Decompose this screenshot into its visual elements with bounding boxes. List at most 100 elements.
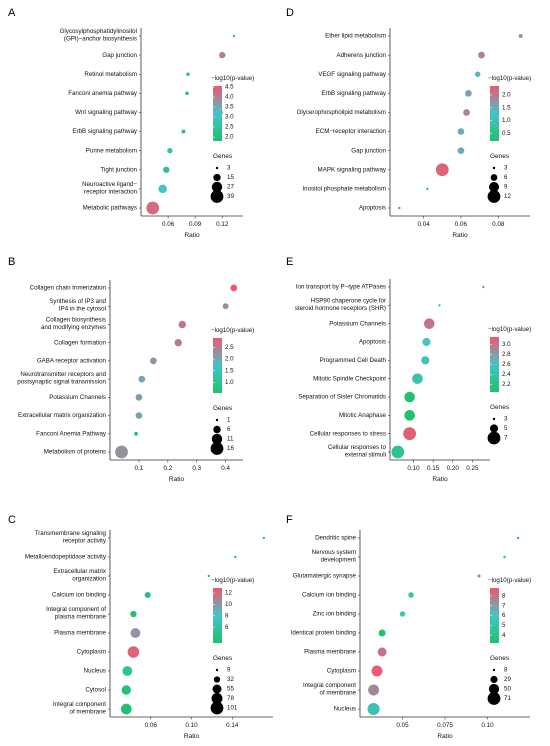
data-point — [371, 665, 383, 677]
data-point — [234, 555, 237, 559]
size-legend-label: 3 — [504, 165, 508, 172]
category-label: HSP90 chaperone cycle for steroid hormone… — [295, 297, 386, 312]
colorbar — [213, 588, 222, 643]
colorbar-tick-label: 1.0 — [225, 379, 234, 386]
category-label: MAPK signaling pathway — [318, 166, 387, 173]
x-axis-label: Ratio — [184, 733, 200, 740]
colorbar — [490, 337, 499, 392]
panel-d: D Ether lipid metabolism Adherens junction… — [286, 7, 531, 239]
colorbar-tick-label: 3.0 — [502, 341, 511, 348]
data-point — [422, 337, 431, 347]
data-point — [115, 445, 128, 459]
category-label: Wnt signaling pathway — [75, 109, 138, 116]
category-label: Nucleus — [84, 668, 106, 675]
category-label: Mitotic Anaphase — [339, 412, 387, 419]
size-legend-title: Genes — [213, 153, 233, 160]
category-label: Zinc ion binding — [313, 611, 357, 618]
size-legend-title: Genes — [213, 405, 233, 412]
category-label: Calcium ion binding — [302, 592, 357, 599]
size-legend-dot — [213, 676, 221, 683]
data-point — [518, 33, 523, 39]
size-legend-dot — [213, 425, 221, 434]
x-tick-label: 0.1 — [135, 465, 144, 472]
category-label: Glutamatergic synapse — [293, 573, 357, 580]
size-legend-dot — [211, 692, 223, 705]
size-legend-label: 32 — [227, 676, 234, 683]
panel-f: F Dendritic spine Nervous system developmen… — [286, 514, 531, 740]
x-tick-label: 0.08 — [492, 221, 505, 228]
data-point — [503, 555, 506, 559]
colorbar-title: −log10(p-value) — [211, 327, 254, 334]
data-point — [367, 702, 380, 716]
x-tick-label: 0.04 — [417, 221, 430, 228]
panel-c: C Transmembrane signaling receptor activit… — [8, 514, 273, 740]
data-point — [404, 391, 415, 403]
category-label: GABA receptor activation — [37, 358, 107, 365]
category-label: Tight junction — [100, 166, 137, 173]
data-point — [146, 201, 160, 215]
data-point — [482, 285, 485, 289]
category-label: Nucleus — [334, 706, 356, 713]
panel-letter: B — [8, 256, 15, 268]
data-point — [134, 431, 138, 436]
colorbar-tick-label: 2.5 — [225, 124, 234, 131]
size-legend-label: 15 — [227, 174, 234, 181]
data-point — [181, 129, 186, 134]
data-point — [186, 72, 190, 77]
category-label: Retinol metabolism — [84, 71, 137, 78]
colorbar-tick-label: 2.4 — [502, 371, 511, 378]
category-label: Extracellular matrix organization — [18, 412, 107, 419]
data-point — [457, 147, 465, 155]
data-point — [377, 647, 387, 657]
data-point — [435, 163, 449, 177]
colorbar-tick-label: 6 — [225, 624, 229, 631]
colorbar-tick-label: 2.2 — [502, 381, 511, 388]
data-point — [185, 91, 189, 96]
size-legend-dot — [211, 181, 223, 193]
size-legend-dot — [487, 692, 501, 705]
colorbar-tick-label: 5 — [502, 622, 506, 629]
size-legend-label: 3 — [227, 165, 231, 172]
category-label: Transmembrane signaling receptor activity — [35, 530, 107, 545]
size-legend-dot — [210, 190, 224, 203]
x-tick-label: 0.4 — [221, 465, 230, 472]
colorbar-tick-label: 2.0 — [225, 356, 234, 363]
data-point — [158, 184, 167, 194]
category-label: Fanconi anemia pathway — [68, 90, 138, 97]
data-point — [222, 303, 229, 310]
category-label: Collagen biosynthesis and modifying enzym… — [41, 316, 106, 331]
colorbar — [213, 86, 222, 141]
category-label: Metabolic pathways — [83, 205, 137, 212]
x-tick-label: 0.2 — [163, 465, 172, 472]
category-label: Potassium Channels — [329, 320, 386, 327]
colorbar-tick-label: 2.6 — [502, 361, 511, 368]
category-label: Calcium ion binding — [52, 592, 107, 599]
data-point — [163, 166, 170, 173]
category-label: Fanconi Anemia Pathway — [36, 430, 107, 437]
category-label: Integral component of membrane — [53, 701, 107, 716]
category-label: Plasma membrane — [304, 649, 356, 656]
category-label: Glycosylphosphatidylinositol (GPI)−anchor… — [60, 28, 137, 43]
category-label: Ion transport by P−type ATPases — [296, 284, 386, 291]
data-point — [262, 536, 266, 540]
size-legend-title: Genes — [490, 404, 510, 411]
size-legend-label: 5 — [504, 425, 508, 432]
colorbar — [213, 338, 222, 393]
data-point — [167, 148, 173, 154]
category-label: Collagen formation — [54, 339, 106, 346]
colorbar-tick-label: 10 — [225, 601, 232, 608]
data-point — [412, 373, 423, 384]
size-legend-dot — [487, 431, 501, 445]
data-point — [457, 128, 465, 135]
colorbar-tick-label: 3.5 — [225, 104, 234, 111]
size-legend-dot — [488, 683, 500, 695]
category-label: ECM−receptor interaction — [316, 128, 387, 135]
x-tick-label: 0.3 — [192, 465, 201, 472]
x-tick-label: 0.25 — [466, 465, 479, 472]
x-axis-label: Ratio — [184, 232, 200, 239]
data-point — [463, 109, 470, 116]
colorbar-tick-label: 4.0 — [225, 94, 234, 101]
category-label: Inositol phosphate metabolism — [302, 186, 386, 193]
x-axis-label: Ratio — [432, 476, 448, 483]
